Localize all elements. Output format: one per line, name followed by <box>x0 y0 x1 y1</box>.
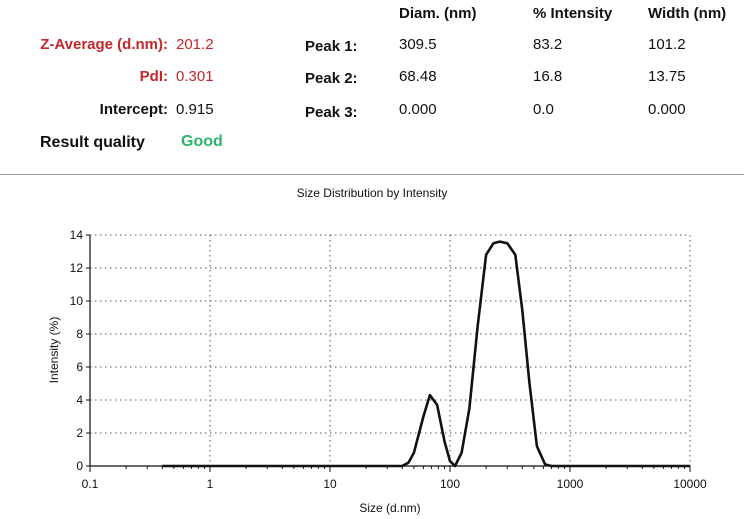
header-intensity: % Intensity <box>533 5 613 22</box>
x-tick-label: 0.1 <box>82 477 99 491</box>
peak-1-width: 101.2 <box>648 36 686 53</box>
x-tick-label: 1000 <box>557 477 584 491</box>
x-tick-label: 100 <box>440 477 460 491</box>
z-average-label: Z-Average (d.nm): <box>40 36 168 53</box>
pdi-value: 0.301 <box>176 68 214 85</box>
x-tick-label: 10 <box>323 477 337 491</box>
header-width: Width (nm) <box>648 5 727 22</box>
result-quality-value: Good <box>181 133 223 150</box>
peak-1-intensity: 83.2 <box>533 36 563 53</box>
peak-2-label: Peak 2: <box>305 70 358 87</box>
peak-1-label: Peak 1: <box>305 38 358 55</box>
y-tick-label: 14 <box>70 228 84 242</box>
section-divider <box>0 174 744 175</box>
peak-3-label: Peak 3: <box>305 104 358 121</box>
intensity-series-line <box>162 240 690 468</box>
peak-2-width: 13.75 <box>648 68 686 85</box>
y-tick-label: 10 <box>70 294 84 308</box>
chart-axes <box>89 235 690 467</box>
peak-3-diam: 0.000 <box>399 101 437 118</box>
pdi-label: PdI: <box>139 68 168 85</box>
peak-2-diam: 68.48 <box>399 68 437 85</box>
peak-3-intensity: 0.0 <box>533 101 554 118</box>
y-axis-label: Intensity (%) <box>47 317 61 384</box>
intercept-label: Intercept: <box>99 101 168 118</box>
intercept-value: 0.915 <box>176 101 214 118</box>
y-tick-label: 6 <box>76 360 83 374</box>
peak-2-intensity: 16.8 <box>533 68 563 85</box>
y-tick-label: 4 <box>76 393 83 407</box>
y-tick-label: 0 <box>76 459 83 473</box>
peak-3-width: 0.000 <box>648 101 686 118</box>
header-diam: Diam. (nm) <box>399 5 477 22</box>
y-tick-label: 8 <box>76 327 83 341</box>
peak-1-diam: 309.5 <box>399 36 437 53</box>
x-tick-label: 1 <box>207 477 214 491</box>
chart-title: Size Distribution by Intensity <box>296 186 448 200</box>
x-axis-label: Size (d.nm) <box>359 501 420 515</box>
y-tick-label: 2 <box>76 426 83 440</box>
z-average-value: 201.2 <box>176 36 214 53</box>
y-tick-label: 12 <box>70 261 84 275</box>
chart-ticks: 0 2 4 6 8 10 12 14 0.1 1 10 100 1000 10000 <box>70 228 707 491</box>
x-tick-label: 10000 <box>673 477 707 491</box>
chart-grid <box>90 234 691 466</box>
result-quality-label: Result quality <box>40 134 145 151</box>
